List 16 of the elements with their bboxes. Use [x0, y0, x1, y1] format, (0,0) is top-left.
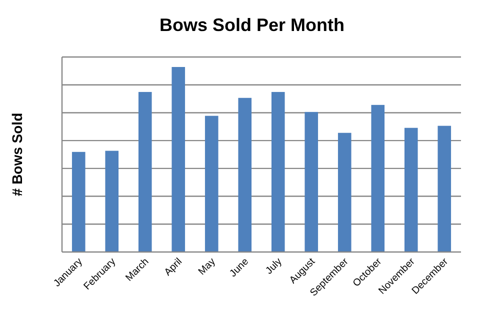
bar [304, 112, 318, 252]
x-tick-label: May [196, 256, 218, 278]
bar [72, 152, 86, 252]
bar [138, 92, 152, 252]
bar [105, 150, 119, 252]
bar [338, 132, 352, 252]
bar [371, 104, 385, 252]
bar [271, 92, 285, 252]
bar [438, 126, 452, 252]
bar [204, 116, 218, 252]
bar [172, 66, 186, 252]
bar [238, 98, 252, 252]
chart-title: Bows Sold Per Month [159, 15, 345, 35]
x-tick-label: July [264, 256, 284, 277]
bar [404, 128, 418, 252]
y-axis-title: # Bows Sold [9, 112, 25, 196]
